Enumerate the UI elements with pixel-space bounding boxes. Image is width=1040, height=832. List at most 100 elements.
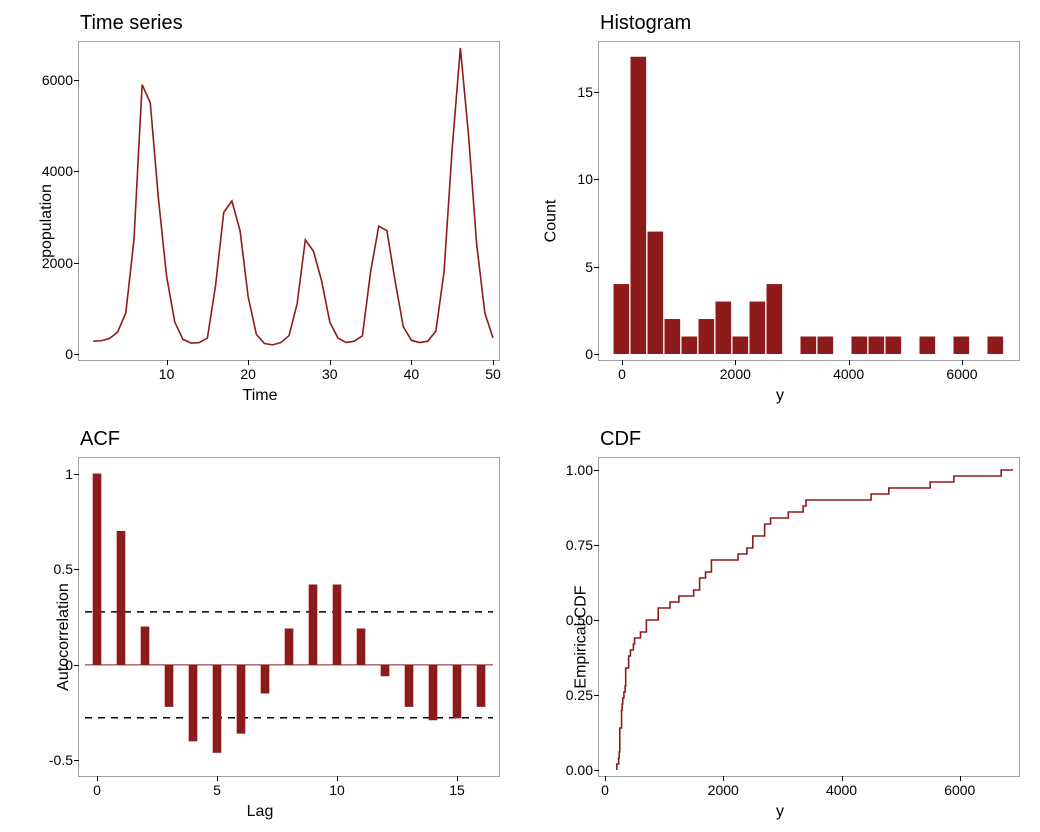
- xtick-mark: [337, 776, 338, 781]
- ytick-mark: [594, 92, 599, 93]
- xtick-mark: [330, 360, 331, 365]
- acf-svg: [79, 458, 499, 776]
- xtick-label: 6000: [946, 366, 977, 382]
- cdf-ylabel: Empirical CDF: [573, 585, 591, 688]
- xtick-label: 6000: [944, 782, 975, 798]
- ytick-label: 0.5: [54, 561, 73, 577]
- ytick-mark: [74, 80, 79, 81]
- timeseries-svg: [79, 42, 499, 360]
- ytick-label: 1.00: [566, 462, 593, 478]
- cdf-title: CDF: [600, 428, 1032, 451]
- cdf-panel: CDF Empirical CDF y 0.000.250.500.751.00…: [520, 416, 1040, 832]
- xtick-mark: [842, 776, 843, 781]
- ytick-mark: [594, 770, 599, 771]
- ytick-label: 6000: [42, 72, 73, 88]
- histogram-bar: [682, 337, 698, 354]
- acf-bar: [285, 628, 294, 664]
- acf-bar: [93, 474, 102, 665]
- xtick-label: 2000: [720, 366, 751, 382]
- histogram-bar: [716, 302, 732, 354]
- xtick-mark: [217, 776, 218, 781]
- histogram-bar: [665, 319, 681, 354]
- acf-bar: [237, 665, 246, 734]
- ytick-mark: [594, 545, 599, 546]
- histogram-panel: Histogram Count y 0510150200040006000: [520, 0, 1040, 416]
- histogram-bar: [648, 232, 664, 354]
- xtick-label: 10: [329, 782, 345, 798]
- histogram-title: Histogram: [600, 12, 1032, 35]
- histogram-bar: [801, 337, 817, 354]
- histogram-bar: [886, 337, 902, 354]
- acf-bar: [141, 627, 150, 665]
- acf-bar: [381, 665, 390, 676]
- xtick-label: 0: [618, 366, 626, 382]
- ytick-mark: [594, 620, 599, 621]
- histogram-bar: [733, 337, 749, 354]
- xtick-label: 0: [93, 782, 101, 798]
- ytick-mark: [74, 569, 79, 570]
- xtick-label: 20: [240, 366, 256, 382]
- xtick-mark: [960, 776, 961, 781]
- ytick-label: 0: [585, 346, 593, 362]
- ytick-label: 1: [65, 466, 73, 482]
- ytick-label: 10: [577, 171, 593, 187]
- xtick-label: 10: [159, 366, 175, 382]
- xtick-mark: [962, 360, 963, 365]
- acf-bar: [405, 665, 414, 707]
- timeseries-plot-area: 02000400060001020304050: [78, 41, 500, 361]
- acf-ylabel: Autocorrelation: [55, 583, 73, 691]
- ytick-label: 4000: [42, 163, 73, 179]
- histogram-xlabel: y: [776, 387, 784, 405]
- xtick-mark: [411, 360, 412, 365]
- timeseries-plot: population Time 02000400060001020304050: [8, 37, 512, 405]
- acf-bar: [477, 665, 486, 707]
- xtick-mark: [493, 360, 494, 365]
- ytick-mark: [74, 263, 79, 264]
- histogram-plot: Count y 0510150200040006000: [528, 37, 1032, 405]
- xtick-label: 0: [601, 782, 609, 798]
- acf-plot-area: -0.500.51051015: [78, 457, 500, 777]
- ytick-label: 0: [65, 657, 73, 673]
- acf-panel: ACF Autocorrelation Lag -0.500.51051015: [0, 416, 520, 832]
- xtick-label: 50: [485, 366, 501, 382]
- acf-bar: [429, 665, 438, 720]
- acf-plot: Autocorrelation Lag -0.500.51051015: [8, 453, 512, 821]
- histogram-bar: [954, 337, 970, 354]
- ytick-label: 0: [65, 346, 73, 362]
- xtick-label: 2000: [708, 782, 739, 798]
- ytick-mark: [594, 470, 599, 471]
- ytick-label: 0.25: [566, 687, 593, 703]
- cdf-svg: [599, 458, 1019, 776]
- xtick-label: 30: [322, 366, 338, 382]
- histogram-bar: [631, 57, 647, 354]
- acf-bar: [453, 665, 462, 719]
- acf-bar: [189, 665, 198, 742]
- timeseries-line: [93, 48, 493, 345]
- cdf-line: [617, 470, 1013, 770]
- acf-bar: [165, 665, 174, 707]
- ytick-mark: [74, 474, 79, 475]
- histogram-bar: [699, 319, 715, 354]
- ytick-label: 2000: [42, 255, 73, 271]
- xtick-mark: [605, 776, 606, 781]
- timeseries-ylabel: population: [38, 184, 56, 258]
- histogram-bar: [818, 337, 834, 354]
- ytick-label: 0.50: [566, 612, 593, 628]
- acf-bar: [117, 531, 126, 665]
- acf-bar: [261, 665, 270, 694]
- ytick-label: -0.5: [49, 752, 73, 768]
- histogram-svg: [599, 42, 1019, 360]
- ytick-mark: [74, 354, 79, 355]
- ytick-label: 5: [585, 259, 593, 275]
- acf-bar: [333, 584, 342, 664]
- histogram-bar: [767, 284, 783, 354]
- acf-bar: [309, 584, 318, 664]
- histogram-bar: [869, 337, 885, 354]
- histogram-bar: [614, 284, 630, 354]
- ytick-mark: [74, 665, 79, 666]
- xtick-mark: [622, 360, 623, 365]
- cdf-plot-area: 0.000.250.500.751.000200040006000: [598, 457, 1020, 777]
- histogram-bar: [988, 337, 1004, 354]
- timeseries-title: Time series: [80, 12, 512, 35]
- xtick-mark: [735, 360, 736, 365]
